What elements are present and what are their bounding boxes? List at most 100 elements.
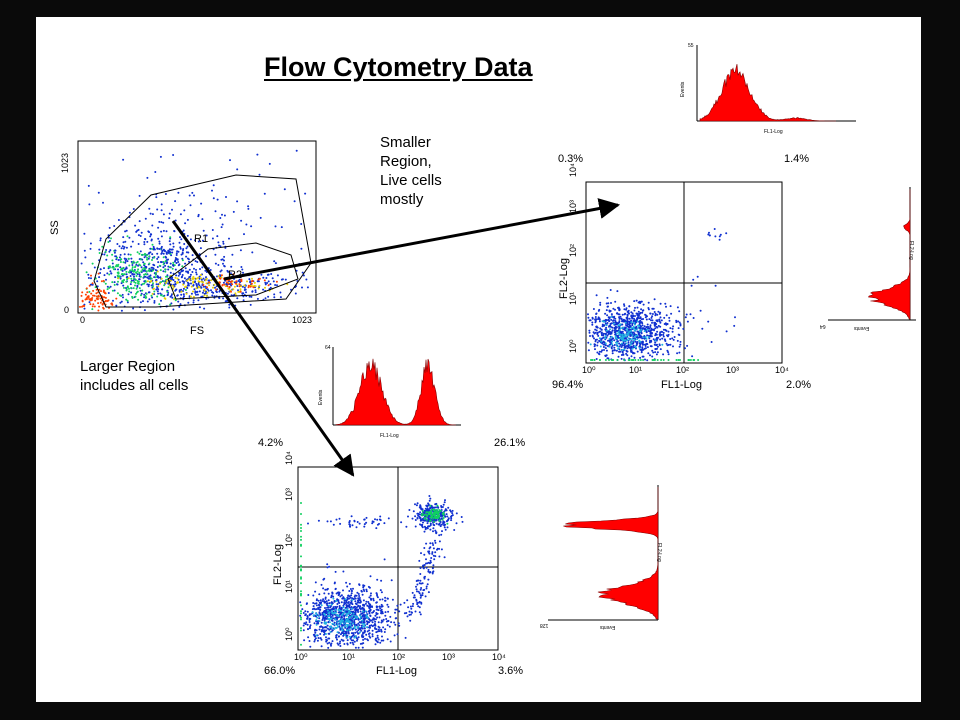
event-dot [320, 638, 323, 641]
event-dot [623, 344, 626, 347]
event-dot [353, 623, 356, 626]
event-dot [181, 265, 184, 268]
event-dot [217, 264, 220, 266]
event-dot [125, 270, 128, 273]
event-dot [416, 590, 418, 593]
event-dot [625, 308, 628, 311]
event-dot [301, 271, 304, 274]
event-dot [306, 617, 309, 620]
event-dot [623, 304, 626, 307]
event-dot [352, 618, 355, 621]
event-dot [423, 547, 426, 549]
event-dot [338, 517, 341, 520]
event-dot [100, 280, 103, 283]
event-dot [668, 316, 671, 319]
event-dot [206, 286, 208, 289]
event-dot [121, 269, 124, 272]
event-dot [375, 527, 378, 530]
event-dot [302, 274, 305, 277]
event-dot [197, 285, 200, 288]
event-dot [605, 329, 608, 332]
event-dot [335, 627, 338, 629]
event-dot [646, 328, 649, 331]
event-dot [251, 251, 254, 254]
event-dot [640, 351, 643, 354]
event-dot [201, 218, 204, 221]
event-dot [689, 313, 692, 316]
event-dot [660, 330, 663, 333]
event-dot [609, 339, 611, 342]
event-dot [300, 627, 302, 630]
large-x-tick-3: 10³ [442, 652, 456, 662]
event-dot [309, 625, 311, 628]
event-dot [601, 320, 604, 323]
event-dot [195, 287, 198, 290]
event-dot [140, 292, 143, 295]
event-dot [441, 514, 444, 517]
event-dot [172, 242, 175, 245]
event-dot [247, 205, 250, 208]
gate-r1 [93, 174, 312, 308]
event-dot [354, 611, 357, 614]
event-dot [125, 246, 128, 249]
event-dot [340, 607, 343, 610]
event-dot [250, 295, 253, 298]
event-dot [594, 348, 596, 351]
event-dot [116, 283, 119, 286]
event-dot [361, 610, 364, 613]
histogram-right-small-fill [868, 189, 911, 320]
event-dot [356, 639, 358, 642]
event-dot [438, 522, 441, 525]
event-dot [423, 514, 426, 517]
small-y-tick-1: 10¹ [568, 291, 578, 305]
small-y-tick-0: 10⁰ [568, 339, 578, 353]
event-dot [417, 514, 420, 517]
event-dot [104, 296, 107, 299]
event-dot [626, 320, 629, 323]
event-dot [276, 274, 279, 277]
event-dot [241, 268, 244, 271]
event-dot [350, 627, 353, 629]
event-dot [182, 248, 185, 250]
event-dot [257, 278, 260, 281]
event-dot [600, 340, 603, 343]
event-dot [433, 517, 436, 520]
event-dot [639, 340, 642, 343]
event-dot [331, 622, 334, 625]
event-dot [386, 597, 389, 600]
event-dot [375, 608, 378, 611]
event-dot [335, 634, 338, 637]
event-dot [656, 351, 659, 354]
event-dot [186, 245, 189, 248]
event-dot [325, 600, 328, 603]
event-dot [156, 252, 159, 255]
event-dot [354, 597, 357, 600]
event-dot [228, 306, 231, 309]
event-dot [641, 324, 644, 327]
event-dot [85, 287, 88, 290]
event-dot [116, 292, 119, 295]
hist-right-large-y-label: Events [600, 624, 616, 630]
event-dot [350, 594, 353, 597]
event-dot [122, 296, 124, 299]
event-dot [158, 240, 161, 243]
event-dot [369, 594, 372, 597]
event-dot [116, 243, 119, 245]
event-dot [108, 273, 111, 276]
event-dot [342, 570, 345, 573]
event-dot [634, 359, 637, 361]
event-dot [660, 359, 663, 361]
event-dot [258, 173, 261, 176]
event-dot [200, 277, 202, 280]
event-dot [591, 316, 594, 319]
event-dot [666, 349, 669, 352]
event-dot [126, 286, 129, 289]
event-dot [138, 263, 141, 266]
event-dot [154, 271, 157, 274]
event-dot [330, 596, 333, 599]
event-dot [679, 340, 682, 343]
event-dot [637, 301, 640, 304]
event-dot [621, 349, 624, 351]
event-dot [675, 319, 678, 322]
event-dot [398, 610, 401, 613]
